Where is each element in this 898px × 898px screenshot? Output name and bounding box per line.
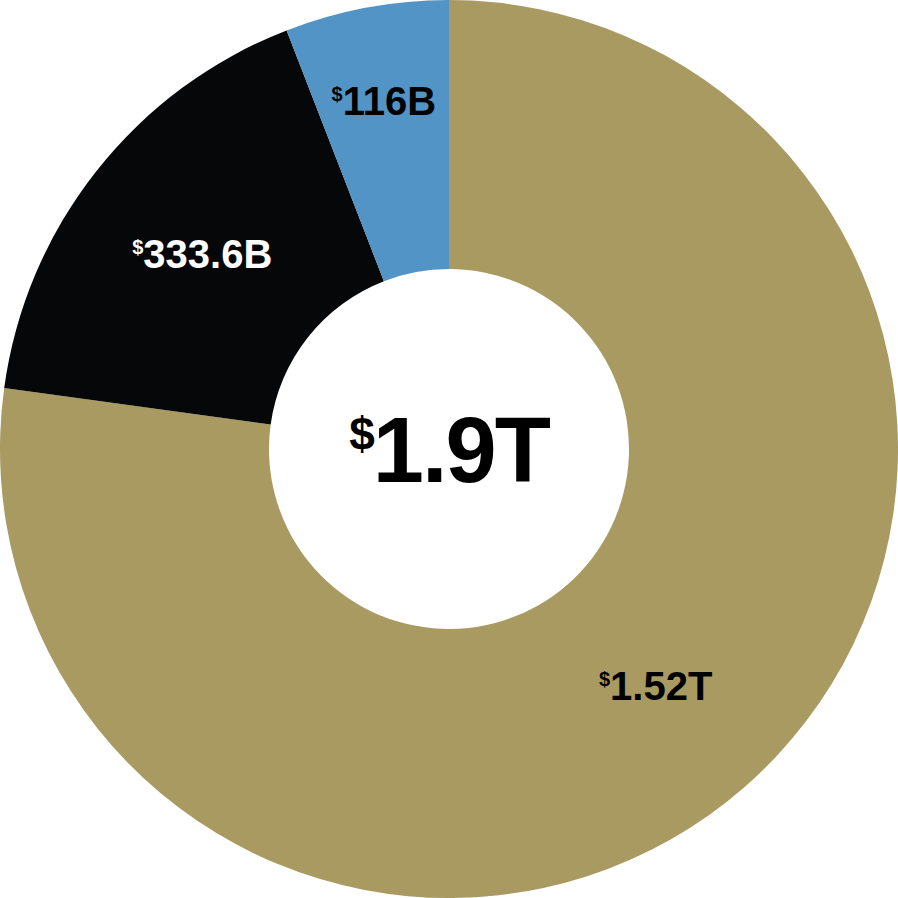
slice [0,0,898,898]
data-label: $116B [332,79,437,123]
chart: $1.52T $333.6B $116B $1.9T [0,0,898,898]
slices [0,0,898,898]
data-label: $333.6B [132,232,272,276]
data-labels: $1.52T $333.6B $116B [132,79,712,708]
slice [287,0,449,281]
center-label: $1.9T [349,399,550,501]
data-label: $1.52T [599,664,712,708]
